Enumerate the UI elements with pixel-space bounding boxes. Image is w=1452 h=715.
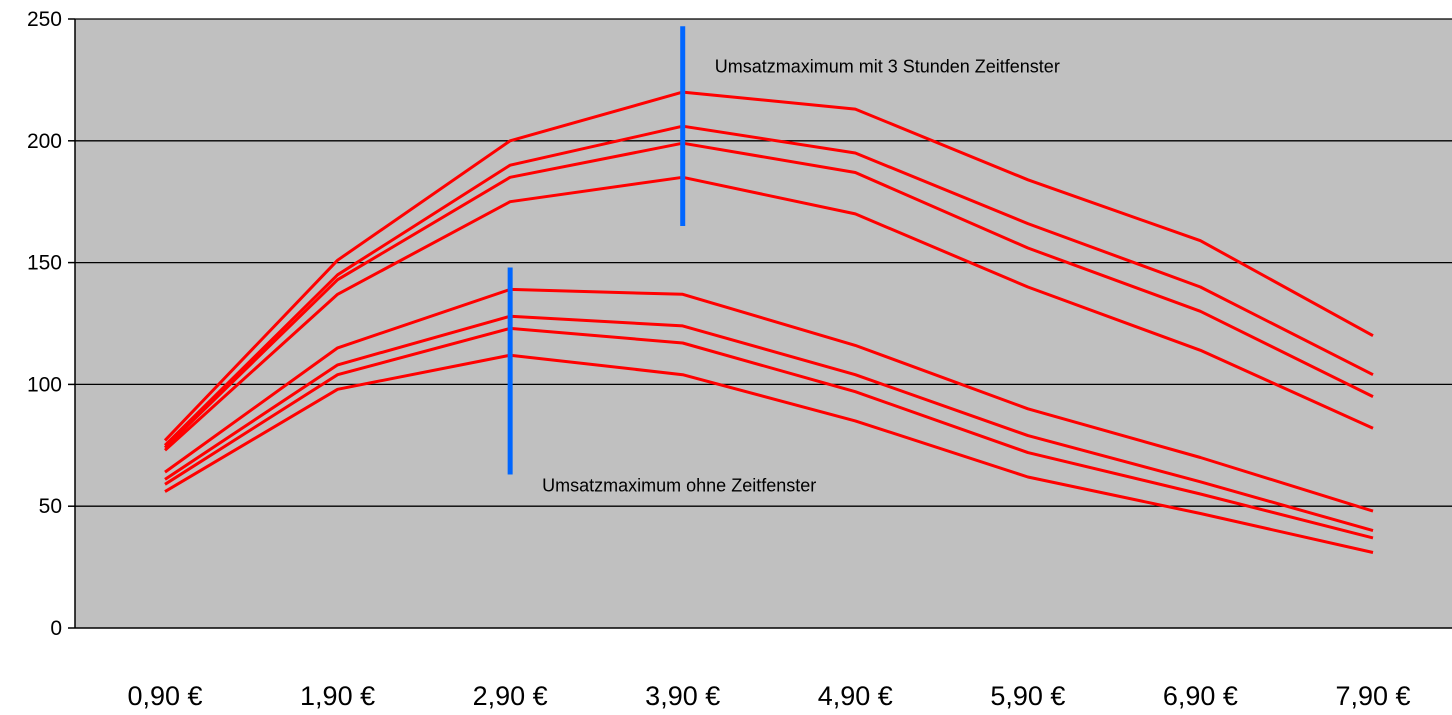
y-tick-label: 250: [27, 8, 62, 31]
x-tick-label: 7,90 €: [1335, 681, 1410, 711]
plot-area: [75, 19, 1452, 628]
annotations: Umsatzmaximum mit 3 Stunden Zeitfenster U…: [507, 26, 1060, 496]
gridlines: [75, 18, 1452, 507]
series-line-4: [163, 175, 1374, 452]
x-tick-label: 3,90 €: [645, 681, 720, 711]
series-lines: [163, 90, 1374, 554]
y-tick-label: 200: [27, 130, 62, 153]
series-line-2: [163, 124, 1374, 447]
x-tick-label: 6,90 €: [1163, 681, 1238, 711]
series-line-8: [164, 353, 1374, 554]
x-tick-label: 4,90 €: [818, 681, 893, 711]
axes: [68, 18, 1452, 629]
series-line-6: [164, 314, 1374, 533]
y-tick-label: 100: [27, 373, 62, 396]
annotation-label-1: Umsatzmaximum mit 3 Stunden Zeitfenster: [715, 57, 1060, 77]
y-tick-labels: 0 50 100 150 200 250: [27, 8, 62, 640]
y-tick-label: 50: [39, 495, 62, 518]
y-tick-label: 0: [50, 617, 62, 640]
series-line-1: [163, 90, 1374, 442]
annotation-label-2: Umsatzmaximum ohne Zeitfenster: [542, 476, 816, 496]
y-tick-label: 150: [27, 252, 62, 275]
plot-background: [75, 19, 1452, 628]
x-tick-label: 1,90 €: [300, 681, 375, 711]
series-line-5: [164, 287, 1374, 513]
x-tick-label: 5,90 €: [990, 681, 1065, 711]
x-tick-labels: 0,90 € 1,90 € 2,90 € 3,90 € 4,90 € 5,90 € 6,90…: [127, 681, 1410, 711]
x-tick-label: 2,90 €: [473, 681, 548, 711]
x-tick-label: 0,90 €: [127, 681, 202, 711]
series-line-7: [164, 326, 1374, 540]
series-line-3: [163, 141, 1374, 449]
